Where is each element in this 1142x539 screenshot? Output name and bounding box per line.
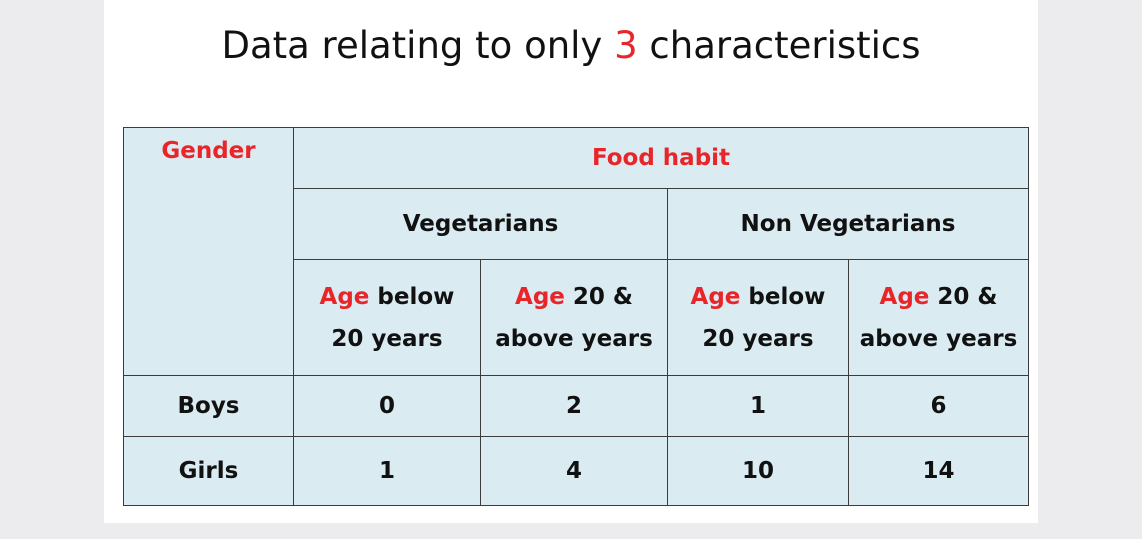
title-text-before: Data relating to only [221, 24, 615, 67]
age-above-line1: 20 & [564, 283, 633, 310]
age-word: Age [690, 283, 741, 310]
age-word: Age [879, 283, 930, 310]
age-above-line1: 20 & [929, 283, 998, 310]
row-label-boys: Boys [123, 375, 294, 437]
table-cell: 6 [848, 375, 1029, 437]
table-header-row-2: Vegetarians Non Vegetarians [124, 188, 1029, 260]
gender-header-cell: Gender [123, 127, 294, 376]
age-below-line1: below [369, 283, 455, 310]
table-cell: 0 [293, 375, 481, 437]
table-cell: 4 [480, 436, 668, 506]
age-word: Age [515, 283, 565, 310]
title-highlight-number: 3 [614, 24, 638, 67]
table-header-row-1: Gender Food habit [123, 127, 1029, 376]
table-cell: 14 [848, 436, 1029, 506]
slide: Data relating to only 3 characteristics … [104, 0, 1038, 523]
age-above-line2: above years [495, 325, 653, 352]
age-below-line1: below [740, 283, 826, 310]
table-cell: 2 [480, 375, 668, 437]
gender-header: Gender [161, 138, 256, 164]
row-label-girls: Girls [123, 436, 294, 506]
age-below-20-veg-header: Age below 20 years [293, 259, 481, 376]
data-table: Gender Food habit Vegetarians Non Vegeta… [123, 127, 1029, 506]
vegetarians-header: Vegetarians [293, 188, 668, 260]
table-row: Boys 0 2 1 6 [123, 375, 1029, 437]
age-above-line2: above years [859, 325, 1018, 352]
slide-title: Data relating to only 3 characteristics [104, 24, 1038, 67]
age-above-20-nonveg-header: Age 20 & above years [848, 259, 1029, 376]
non-vegetarians-header: Non Vegetarians [667, 188, 1029, 260]
food-habit-header: Food habit [591, 145, 731, 171]
age-below-20-nonveg-header: Age below 20 years [667, 259, 849, 376]
table-cell: 1 [667, 375, 849, 437]
age-word: Age [319, 283, 370, 310]
age-below-line2: 20 years [702, 325, 814, 352]
food-habit-header-cell: Food habit [293, 127, 1029, 189]
table-cell: 10 [667, 436, 849, 506]
table-row: Girls 1 4 10 14 [123, 436, 1029, 506]
table-header-row-3: Age below 20 years Age 20 & above years … [124, 259, 1029, 376]
age-below-line2: 20 years [331, 325, 443, 352]
age-above-20-veg-header: Age 20 & above years [480, 259, 668, 376]
table-cell: 1 [293, 436, 481, 506]
title-text-after: characteristics [637, 24, 921, 67]
